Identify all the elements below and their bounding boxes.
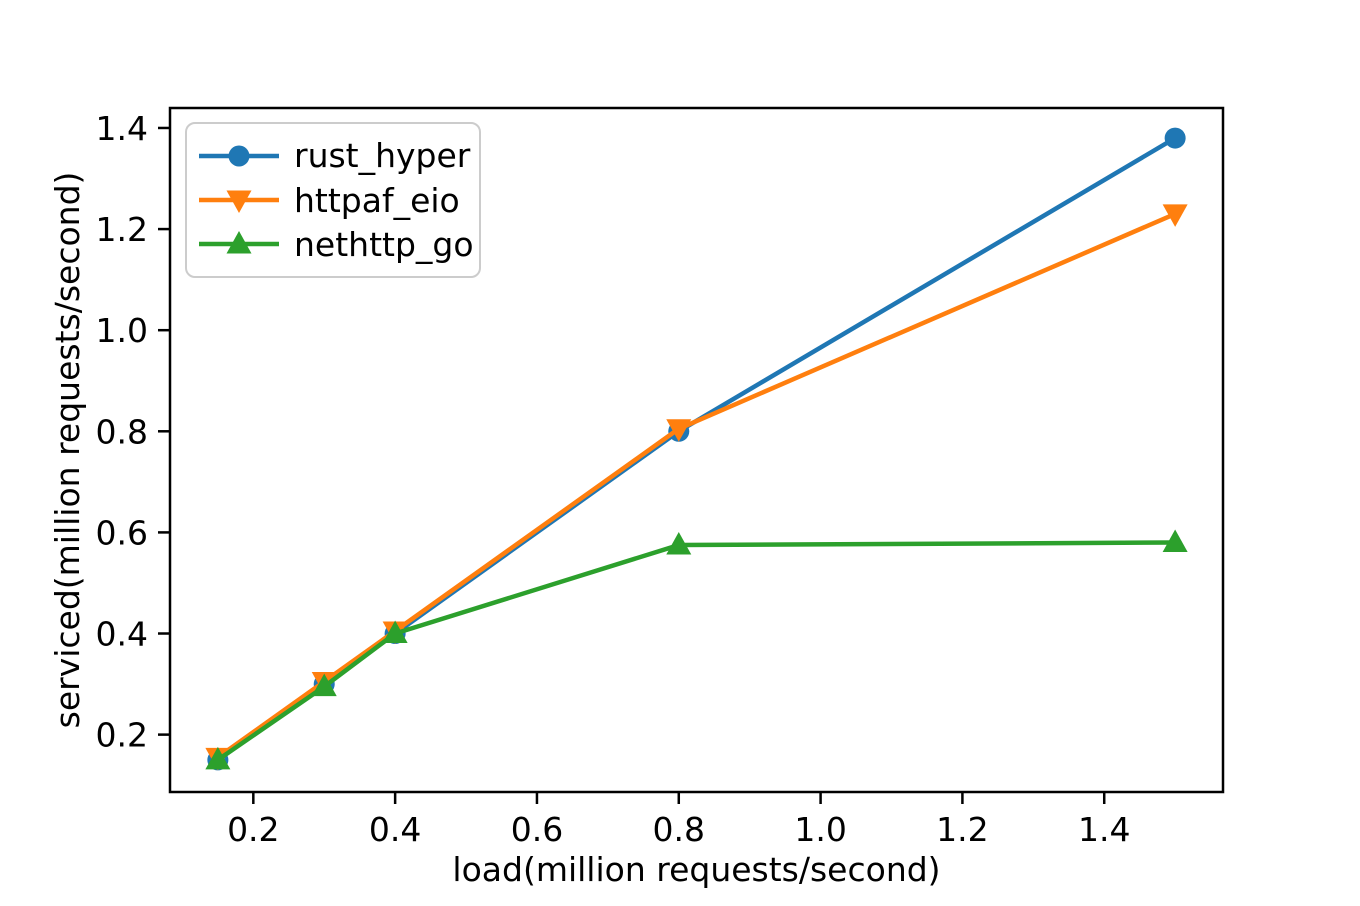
legend-marker-rust_hyper	[228, 145, 250, 167]
y-tick-label: 1.4	[96, 109, 148, 148]
y-tick-label: 0.2	[96, 716, 148, 755]
x-tick-label: 0.8	[653, 810, 705, 849]
legend: rust_hyper httpaf_eio nethttp_go	[185, 122, 481, 278]
y-tick-label: 0.8	[96, 412, 148, 451]
legend-sample-nethttp-go-icon	[199, 231, 279, 254]
x-tick-label: 1.4	[1078, 810, 1130, 849]
legend-marker-nethttp_go	[226, 231, 252, 254]
y-tick-label: 1.2	[96, 210, 148, 249]
series-line-httpaf_eio	[215, 211, 1178, 760]
marker-rust_hyper	[1164, 127, 1186, 149]
marker-nethttp_go	[205, 746, 231, 770]
x-tick-label: 0.2	[227, 810, 279, 849]
marker-nethttp_go	[382, 620, 408, 644]
legend-label-nethttp-go: nethttp_go	[294, 224, 474, 264]
y-tick-label: 0.6	[96, 513, 148, 552]
x-tick-label: 1.0	[794, 810, 846, 849]
y-tick-label: 1.0	[96, 311, 148, 350]
marker-httpaf_eio	[1162, 204, 1188, 227]
x-tick-label: 0.4	[369, 810, 421, 849]
legend-marker-httpaf_eio	[226, 190, 252, 213]
y-tick-label: 0.4	[96, 615, 148, 654]
legend-sample-httpaf-eio-icon	[199, 190, 279, 213]
series-httpaf_eio	[205, 204, 1188, 771]
legend-label-rust-hyper: rust_hyper	[294, 136, 471, 176]
legend-item-nethttp-go: nethttp_go	[197, 228, 474, 261]
x-tick-label: 0.6	[511, 810, 563, 849]
plot-border	[168, 106, 1225, 794]
x-axis-label: load(million requests/second)	[452, 850, 940, 889]
marker-nethttp_go	[666, 532, 692, 555]
legend-item-httpaf-eio: httpaf_eio	[197, 184, 467, 217]
marker-nethttp_go	[311, 673, 337, 697]
marker-httpaf_eio	[666, 419, 692, 442]
series-nethttp_go	[205, 529, 1188, 770]
x-tick-label: 1.2	[936, 810, 988, 849]
marker-nethttp_go	[1162, 529, 1188, 553]
series-line-nethttp_go	[215, 540, 1178, 763]
legend-label-httpaf-eio: httpaf_eio	[294, 180, 460, 220]
y-axis-label: serviced(million requests/second)	[48, 172, 87, 729]
legend-item-rust-hyper: rust_hyper	[197, 136, 471, 176]
legend-sample-rust-hyper-icon	[199, 145, 279, 167]
